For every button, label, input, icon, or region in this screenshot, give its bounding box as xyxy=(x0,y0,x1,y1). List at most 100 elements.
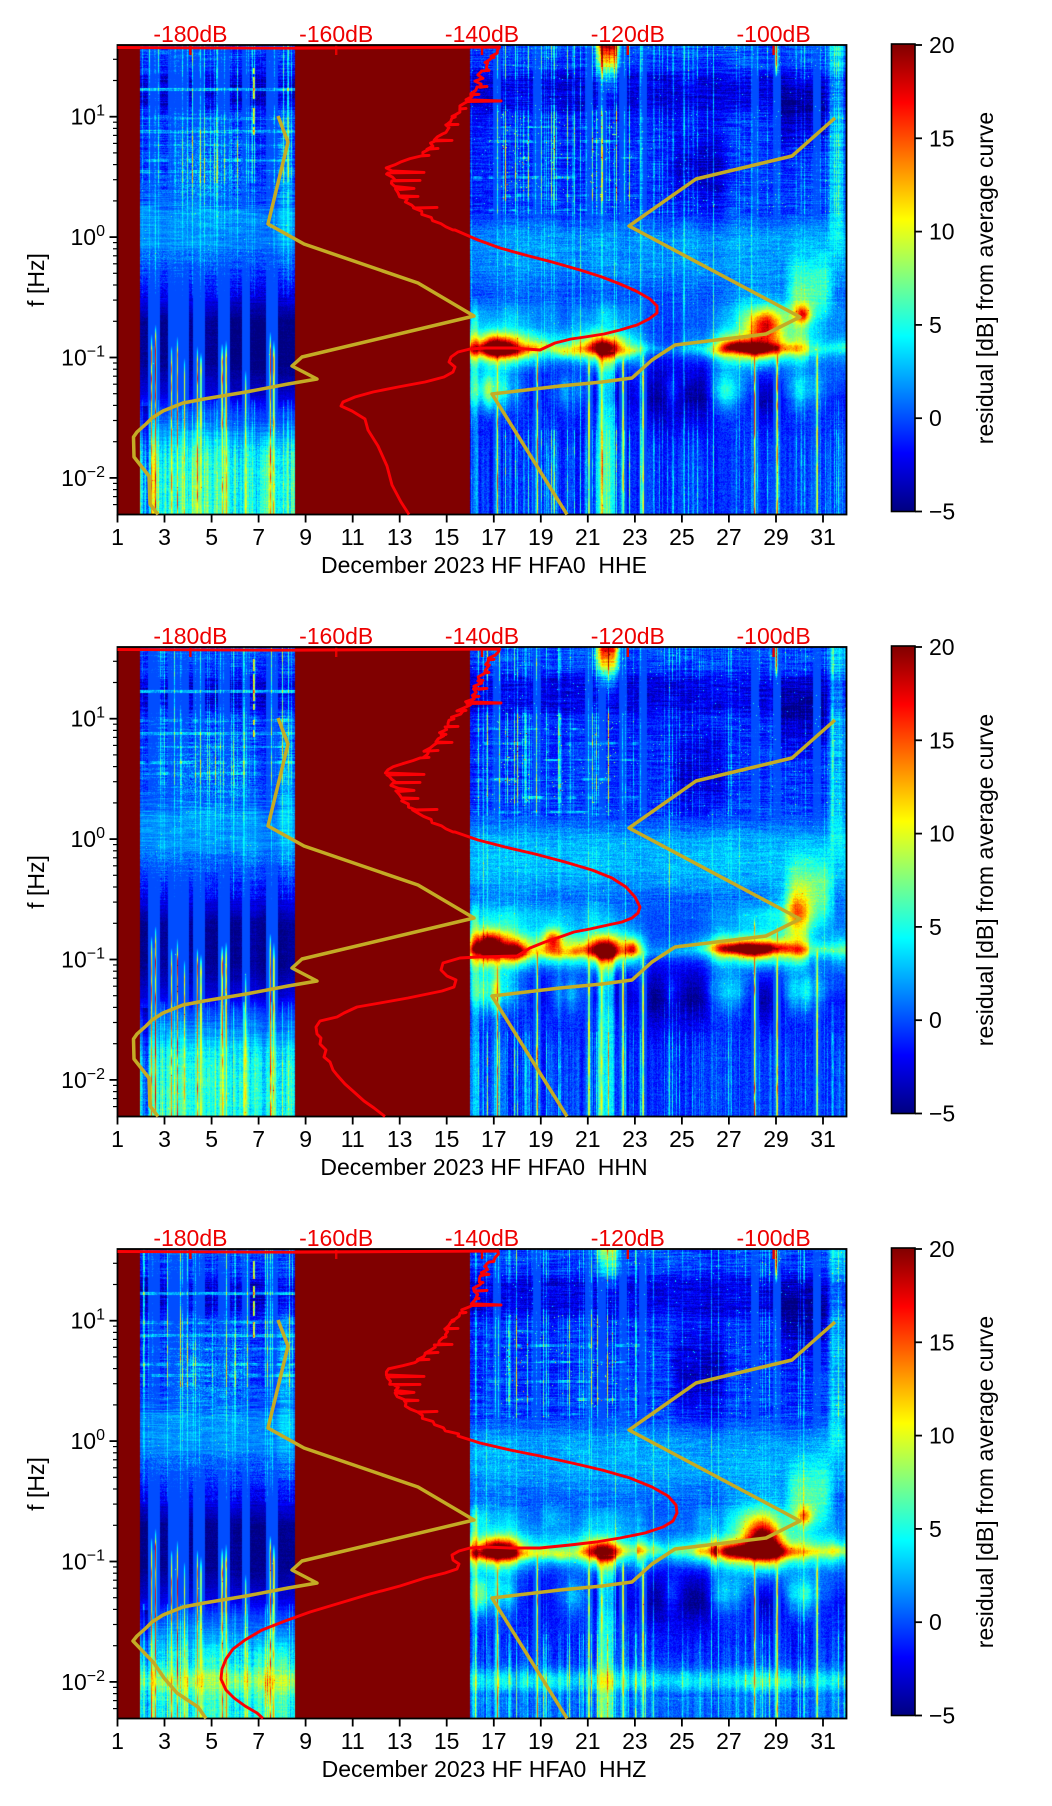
svg-text:-140dB: -140dB xyxy=(445,21,519,47)
svg-text:-100dB: -100dB xyxy=(737,21,811,47)
svg-text:1: 1 xyxy=(111,524,124,550)
svg-text:December 2023 HF HFA0 HHN: December 2023 HF HFA0 HHN xyxy=(320,1154,647,1180)
svg-text:10−2: 10−2 xyxy=(61,1668,105,1695)
svg-text:31: 31 xyxy=(810,1126,836,1152)
svg-text:10−1: 10−1 xyxy=(61,1548,105,1575)
svg-text:residual [dB] from average cur: residual [dB] from average curve xyxy=(972,112,998,444)
svg-text:5: 5 xyxy=(205,1728,218,1754)
svg-text:-180dB: -180dB xyxy=(153,1225,227,1251)
svg-text:11: 11 xyxy=(341,524,365,550)
svg-text:100: 100 xyxy=(71,223,106,250)
svg-text:23: 23 xyxy=(622,1126,648,1152)
svg-text:19: 19 xyxy=(528,524,554,550)
svg-text:101: 101 xyxy=(71,1307,106,1334)
svg-text:15: 15 xyxy=(929,125,955,151)
svg-text:10−1: 10−1 xyxy=(61,344,105,371)
svg-text:f [Hz]: f [Hz] xyxy=(23,253,49,307)
svg-text:3: 3 xyxy=(158,1126,171,1152)
svg-text:29: 29 xyxy=(763,1126,789,1152)
svg-text:residual [dB] from average cur: residual [dB] from average curve xyxy=(972,1316,998,1648)
svg-text:-120dB: -120dB xyxy=(591,623,665,649)
svg-text:10−1: 10−1 xyxy=(61,946,105,973)
svg-text:23: 23 xyxy=(622,1728,648,1754)
svg-text:−5: −5 xyxy=(929,1703,955,1729)
svg-text:21: 21 xyxy=(575,524,601,550)
svg-text:100: 100 xyxy=(71,825,106,852)
svg-text:10: 10 xyxy=(929,1423,955,1449)
svg-text:7: 7 xyxy=(252,1728,265,1754)
svg-text:13: 13 xyxy=(387,1728,413,1754)
svg-text:11: 11 xyxy=(341,1728,365,1754)
svg-text:20: 20 xyxy=(929,1236,955,1262)
svg-text:0: 0 xyxy=(929,405,942,431)
svg-text:31: 31 xyxy=(810,524,836,550)
svg-text:9: 9 xyxy=(299,1126,312,1152)
svg-text:25: 25 xyxy=(669,524,695,550)
svg-text:5: 5 xyxy=(205,524,218,550)
svg-text:−5: −5 xyxy=(929,499,955,525)
svg-text:−5: −5 xyxy=(929,1101,955,1127)
svg-text:101: 101 xyxy=(71,103,106,130)
svg-text:7: 7 xyxy=(252,1126,265,1152)
svg-text:-160dB: -160dB xyxy=(299,623,373,649)
svg-text:-160dB: -160dB xyxy=(299,21,373,47)
svg-text:-100dB: -100dB xyxy=(737,623,811,649)
svg-text:19: 19 xyxy=(528,1728,554,1754)
svg-text:23: 23 xyxy=(622,524,648,550)
svg-text:residual [dB] from average cur: residual [dB] from average curve xyxy=(972,714,998,1046)
svg-text:17: 17 xyxy=(481,1728,507,1754)
svg-text:f [Hz]: f [Hz] xyxy=(23,1457,49,1511)
svg-text:-120dB: -120dB xyxy=(591,1225,665,1251)
svg-text:f [Hz]: f [Hz] xyxy=(23,855,49,909)
svg-text:10−2: 10−2 xyxy=(61,464,105,491)
svg-text:-160dB: -160dB xyxy=(299,1225,373,1251)
svg-text:15: 15 xyxy=(434,1728,460,1754)
svg-text:15: 15 xyxy=(929,1329,955,1355)
svg-text:3: 3 xyxy=(158,1728,171,1754)
svg-text:15: 15 xyxy=(434,1126,460,1152)
svg-text:13: 13 xyxy=(387,1126,413,1152)
svg-text:20: 20 xyxy=(929,32,955,58)
svg-text:21: 21 xyxy=(575,1126,601,1152)
svg-text:9: 9 xyxy=(299,1728,312,1754)
svg-text:-180dB: -180dB xyxy=(153,21,227,47)
svg-text:3: 3 xyxy=(158,524,171,550)
svg-text:13: 13 xyxy=(387,524,413,550)
svg-text:-140dB: -140dB xyxy=(445,623,519,649)
svg-text:December 2023 HF HFA0 HHE: December 2023 HF HFA0 HHE xyxy=(321,552,647,578)
svg-text:15: 15 xyxy=(929,727,955,753)
svg-text:11: 11 xyxy=(341,1126,365,1152)
svg-text:5: 5 xyxy=(205,1126,218,1152)
svg-text:December 2023 HF HFA0 HHZ: December 2023 HF HFA0 HHZ xyxy=(322,1756,647,1782)
svg-text:101: 101 xyxy=(71,705,106,732)
svg-text:-100dB: -100dB xyxy=(737,1225,811,1251)
svg-text:10−2: 10−2 xyxy=(61,1066,105,1093)
svg-text:-140dB: -140dB xyxy=(445,1225,519,1251)
svg-text:9: 9 xyxy=(299,524,312,550)
svg-text:-120dB: -120dB xyxy=(591,21,665,47)
svg-text:29: 29 xyxy=(763,524,789,550)
svg-text:27: 27 xyxy=(716,524,742,550)
svg-text:20: 20 xyxy=(929,634,955,660)
svg-text:1: 1 xyxy=(111,1126,124,1152)
svg-text:100: 100 xyxy=(71,1427,106,1454)
svg-text:10: 10 xyxy=(929,821,955,847)
svg-text:5: 5 xyxy=(929,312,942,338)
svg-text:0: 0 xyxy=(929,1609,942,1635)
svg-text:17: 17 xyxy=(481,524,507,550)
svg-text:25: 25 xyxy=(669,1728,695,1754)
svg-text:27: 27 xyxy=(716,1728,742,1754)
svg-text:15: 15 xyxy=(434,524,460,550)
svg-text:29: 29 xyxy=(763,1728,789,1754)
svg-text:17: 17 xyxy=(481,1126,507,1152)
svg-text:5: 5 xyxy=(929,914,942,940)
svg-text:25: 25 xyxy=(669,1126,695,1152)
svg-text:21: 21 xyxy=(575,1728,601,1754)
svg-text:1: 1 xyxy=(111,1728,124,1754)
svg-text:27: 27 xyxy=(716,1126,742,1152)
svg-text:-180dB: -180dB xyxy=(153,623,227,649)
svg-text:31: 31 xyxy=(810,1728,836,1754)
svg-text:19: 19 xyxy=(528,1126,554,1152)
svg-text:7: 7 xyxy=(252,524,265,550)
svg-text:10: 10 xyxy=(929,219,955,245)
